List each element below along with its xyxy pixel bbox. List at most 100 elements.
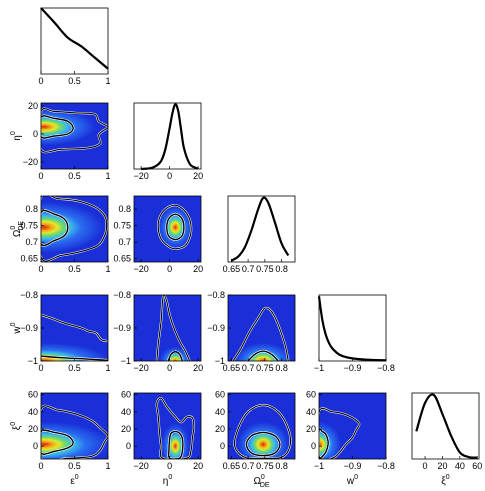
marginal-panel-xi: 0 20 40 60 (411, 392, 482, 471)
contour-68 (166, 213, 185, 241)
y-tick-label: 0.75 (113, 221, 131, 231)
svg-text:η0: η0 (163, 474, 173, 487)
x-tick-label: 1 (105, 76, 110, 86)
y-tick-label: 20 (215, 424, 225, 434)
x-tick-label: 0 (38, 461, 43, 471)
x-axis-label-epsilon: ε0 (70, 474, 78, 487)
svg-text:Ω0DE: Ω0DE (10, 221, 25, 237)
x-tick-label: 0.5 (68, 363, 81, 373)
y-axis-label-w: w0 (10, 322, 23, 334)
x-tick-label: 0.65 (223, 363, 241, 373)
panel-frame (133, 102, 202, 170)
marginal-curve (415, 393, 478, 459)
contour-95 (157, 204, 192, 250)
y-tick-label: −0.8 (207, 290, 225, 300)
x-tick-label: −0.8 (377, 461, 395, 471)
x-tick-label: −0.9 (344, 461, 362, 471)
x-tick-label: 1 (105, 264, 110, 274)
y-tick-label: 20 (121, 424, 131, 434)
joint-panel-epsilon-omega: 0 0.5 1 0.65 0.7 0.75 0.8 (20, 195, 111, 274)
density-peak (237, 421, 289, 459)
marginal-panel-epsilon: 0 0.5 1 (38, 7, 111, 86)
x-tick-label: 0.65 (223, 461, 241, 471)
contour-95 (233, 404, 292, 459)
x-tick-label: 0.8 (275, 264, 288, 274)
svg-text:η0: η0 (10, 131, 23, 141)
svg-text:w0: w0 (10, 322, 23, 334)
y-tick-label: 0 (311, 441, 316, 451)
y-tick-label: 0.8 (118, 204, 131, 214)
panel-frame (227, 195, 296, 263)
y-tick-label: 40 (215, 407, 225, 417)
contour-95 (156, 295, 191, 361)
y-tick-label: −20 (23, 157, 38, 167)
svg-text:ε0: ε0 (70, 474, 78, 487)
joint-panel-eta-omega: −20 0 20 0.65 0.7 0.75 0.8 (113, 195, 203, 274)
y-tick-label: −1 (121, 356, 131, 366)
joint-panel-w-xi: −1 −0.9 −0.8 0 20 40 60 (306, 390, 395, 471)
y-tick-label: 0.8 (25, 204, 38, 214)
x-tick-label: 0 (38, 363, 43, 373)
contour-68 (41, 209, 69, 247)
x-tick-label: −20 (133, 171, 148, 181)
marginal-panel-w: −1 −0.9 −0.8 (314, 294, 395, 373)
y-tick-label: 60 (121, 390, 131, 400)
y-tick-label: −0.8 (113, 290, 131, 300)
y-tick-label: −1 (28, 356, 38, 366)
x-tick-label: −0.9 (344, 363, 362, 373)
x-tick-label: 0.8 (275, 461, 288, 471)
x-tick-label: 1 (105, 171, 110, 181)
y-tick-label: −1 (215, 356, 225, 366)
x-tick-label: 20 (193, 264, 203, 274)
contour-68 (41, 355, 108, 361)
x-tick-label: 0 (167, 461, 172, 471)
x-tick-label: 0.7 (242, 461, 255, 471)
contour-95 (319, 407, 360, 459)
y-tick-label: 0.65 (113, 254, 131, 264)
joint-panel-omega-w: 0.65 0.7 0.75 0.8 −1 −0.9 −0.8 (207, 290, 296, 373)
x-tick-label: 20 (193, 461, 203, 471)
y-tick-label: −0.8 (20, 290, 38, 300)
x-tick-label: 0 (38, 171, 43, 181)
contour-95 (41, 108, 108, 153)
x-tick-label: −1 (314, 461, 324, 471)
y-tick-label: 20 (28, 424, 38, 434)
y-axis-label-eta: η0 (10, 131, 23, 141)
x-tick-label: 0.5 (68, 264, 81, 274)
y-tick-label: 0.7 (25, 237, 38, 247)
density-peak (158, 205, 193, 250)
y-tick-label: 0 (220, 441, 225, 451)
contour-95 (156, 397, 195, 459)
y-tick-label: 20 (28, 101, 38, 111)
x-tick-label: 0.75 (256, 461, 274, 471)
contour-95 (232, 307, 289, 361)
panel-frame (227, 392, 296, 460)
marginal-panel-omega: 0.65 0.7 0.75 0.8 (223, 195, 296, 274)
x-tick-label: 0.8 (275, 363, 288, 373)
y-tick-label: 60 (28, 390, 38, 400)
marginal-curve (230, 196, 290, 262)
y-tick-label: 40 (306, 407, 316, 417)
plot-root: 0 0.5 1−20 0 200.65 0.7 0.75 0.8−1 −0.9 −0.80 20 40… (10, 7, 482, 489)
x-tick-label: 0.5 (68, 171, 81, 181)
panel-frame (411, 392, 480, 460)
y-tick-label: 0 (126, 441, 131, 451)
x-tick-label: 20 (193, 363, 203, 373)
y-tick-label: 0.75 (20, 221, 38, 231)
y-tick-label: 40 (121, 407, 131, 417)
y-tick-label: 0.7 (118, 237, 131, 247)
y-tick-label: 0 (33, 129, 38, 139)
x-axis-label-w: w0 (346, 474, 358, 487)
x-tick-label: 0.65 (223, 264, 241, 274)
x-axis-label-omega: Ω0 DE (253, 474, 269, 489)
joint-panel-epsilon-w: 0 0.5 1 −1 −0.9 −0.8 (20, 290, 110, 373)
contour-68 (41, 115, 74, 139)
marginal-curve (141, 103, 199, 171)
x-tick-label: 60 (472, 461, 482, 471)
joint-panel-eta-w: −20 0 20 −1 −0.9 −0.8 (113, 290, 203, 373)
x-tick-label: −20 (133, 461, 148, 471)
x-tick-label: 40 (455, 461, 465, 471)
